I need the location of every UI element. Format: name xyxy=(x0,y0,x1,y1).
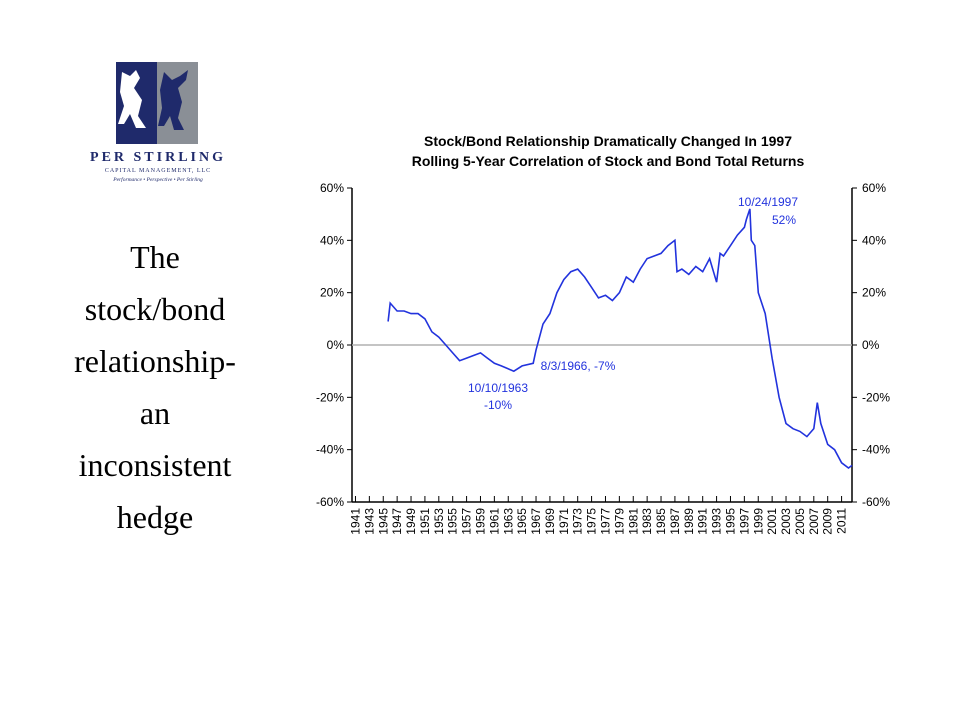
x-tick-label: 1967 xyxy=(529,508,543,535)
x-tick-label: 1963 xyxy=(501,508,515,535)
slide-title-line: hedge xyxy=(117,499,193,535)
annotation: -10% xyxy=(484,398,512,412)
y2-tick-label: -40% xyxy=(862,443,890,457)
y-tick-label: 0% xyxy=(327,338,345,352)
annotation: 52% xyxy=(772,213,796,227)
x-tick-label: 1997 xyxy=(737,508,751,535)
y-tick-label: -20% xyxy=(316,390,344,404)
x-tick-label: 2001 xyxy=(765,508,779,535)
x-tick-label: 1983 xyxy=(640,508,654,535)
y2-tick-label: 60% xyxy=(862,181,886,195)
annotation: 8/3/1966, -7% xyxy=(541,359,616,373)
slide-title-line: The xyxy=(130,239,180,275)
slide-title-line: an xyxy=(140,395,170,431)
slide-title-line: inconsistent xyxy=(79,447,232,483)
x-tick-label: 1989 xyxy=(682,508,696,535)
y-tick-label: -40% xyxy=(316,443,344,457)
annotation: 10/10/1963 xyxy=(468,381,528,395)
slide-title-line: stock/bond xyxy=(85,291,225,327)
data-line xyxy=(387,208,853,469)
logo: PER STIRLING CAPITAL MANAGEMENT, LLC Per… xyxy=(90,62,226,183)
x-tick-label: 1953 xyxy=(432,508,446,535)
annotation: 10/24/1997 xyxy=(738,195,798,209)
x-tick-label: 1979 xyxy=(612,508,626,535)
x-tick-label: 1975 xyxy=(585,508,599,535)
y2-tick-label: -20% xyxy=(862,390,890,404)
x-tick-label: 1943 xyxy=(362,508,376,535)
logo-name: PER STIRLING xyxy=(90,150,226,165)
x-tick-label: 2005 xyxy=(793,508,807,535)
x-tick-label: 1999 xyxy=(751,508,765,535)
logo-subtitle: CAPITAL MANAGEMENT, LLC xyxy=(105,168,211,174)
y-tick-label: 40% xyxy=(320,233,344,247)
x-tick-label: 1951 xyxy=(418,508,432,535)
logo-tagline: Performance • Perspective • Per Stirling xyxy=(112,176,203,183)
x-tick-label: 1971 xyxy=(557,508,571,535)
x-tick-label: 1949 xyxy=(404,508,418,535)
y-tick-label: 60% xyxy=(320,181,344,195)
x-tick-label: 2011 xyxy=(835,508,849,534)
x-tick-label: 1981 xyxy=(626,508,640,535)
x-tick-label: 1955 xyxy=(446,508,460,535)
y-tick-label: 20% xyxy=(320,286,344,300)
y2-tick-label: 20% xyxy=(862,286,886,300)
x-tick-label: 1941 xyxy=(348,508,362,535)
chart-subtitle: Rolling 5-Year Correlation of Stock and … xyxy=(412,153,805,169)
x-tick-label: 1991 xyxy=(696,508,710,535)
y-tick-label: -60% xyxy=(316,495,344,509)
y2-tick-label: -60% xyxy=(862,495,890,509)
x-tick-label: 1993 xyxy=(710,508,724,535)
x-tick-label: 1995 xyxy=(723,508,737,535)
slide-title: The stock/bond relationship-an inconsistent… xyxy=(74,239,236,535)
x-tick-label: 1973 xyxy=(571,508,585,535)
x-tick-label: 1957 xyxy=(460,508,474,535)
x-tick-label: 2009 xyxy=(821,508,835,535)
x-tick-label: 1987 xyxy=(668,508,682,535)
chart-title: Stock/Bond Relationship Dramatically Cha… xyxy=(424,133,792,149)
x-tick-label: 1959 xyxy=(473,508,487,535)
y2-tick-label: 0% xyxy=(862,338,880,352)
x-tick-label: 1947 xyxy=(390,508,404,535)
x-tick-label: 2003 xyxy=(779,508,793,535)
x-tick-label: 1969 xyxy=(543,508,557,535)
x-tick-label: 1961 xyxy=(487,508,501,535)
x-tick-label: 1985 xyxy=(654,508,668,535)
logo-bear xyxy=(118,70,146,128)
chart: Stock/Bond Relationship Dramatically Cha… xyxy=(316,133,890,535)
x-tick-label: 1945 xyxy=(376,508,390,535)
logo-bull xyxy=(158,70,188,130)
x-tick-label: 2007 xyxy=(807,508,821,535)
slide-title-line: relationship- xyxy=(74,343,236,379)
y2-tick-label: 40% xyxy=(862,233,886,247)
x-tick-label: 1965 xyxy=(515,508,529,535)
x-tick-label: 1977 xyxy=(598,508,612,535)
